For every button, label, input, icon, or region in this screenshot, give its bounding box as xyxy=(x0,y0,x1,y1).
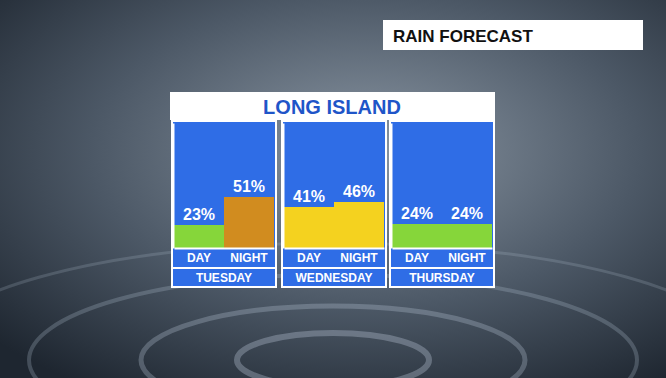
bar xyxy=(284,207,334,248)
data-label: 24% xyxy=(451,205,483,222)
tick-label: DAY xyxy=(297,251,321,265)
subtitle-band xyxy=(170,92,495,120)
title-box xyxy=(383,20,643,50)
y-axis-line xyxy=(173,124,175,249)
tick-label: DAY xyxy=(405,251,429,265)
bars xyxy=(284,202,384,248)
x-axis: DAY NIGHT xyxy=(285,248,385,265)
tick: DAY xyxy=(405,248,429,265)
tick-label: NIGHT xyxy=(448,251,486,265)
x-axis-line xyxy=(175,248,275,250)
panel-label: WEDNESDAY xyxy=(296,271,373,285)
y-axis-line xyxy=(283,124,285,249)
radar-ring xyxy=(29,275,637,378)
data-label: 24% xyxy=(401,205,433,222)
radar-ring xyxy=(237,333,429,378)
x-axis-line xyxy=(285,248,385,250)
bar xyxy=(224,197,274,248)
y-axis xyxy=(391,124,392,249)
panel-frame xyxy=(390,121,494,287)
panel: 24% 24% DAY NIGHT THURSDAY xyxy=(390,121,494,287)
x-axis-line xyxy=(393,248,493,250)
data-label: 41% xyxy=(293,188,325,205)
panel: 23% 51% DAY NIGHT TUESDAY xyxy=(172,121,276,287)
bar xyxy=(392,224,442,248)
y-axis xyxy=(173,124,174,249)
row-separator xyxy=(172,267,276,269)
data-label: 51% xyxy=(233,178,265,195)
tick: NIGHT xyxy=(340,248,378,265)
tick-label: DAY xyxy=(187,251,211,265)
data-label: 23% xyxy=(183,206,215,223)
panel-frame xyxy=(172,121,276,287)
tick: DAY xyxy=(187,248,211,265)
x-axis: DAY NIGHT xyxy=(175,248,275,265)
subtitle: LONG ISLAND xyxy=(263,96,401,118)
panel-label: THURSDAY xyxy=(409,271,475,285)
panel: 41% 46% DAY NIGHT WEDNESDAY xyxy=(282,121,386,287)
row-separator xyxy=(282,267,386,269)
tick: DAY xyxy=(297,248,321,265)
bar xyxy=(334,202,384,248)
y-axis xyxy=(283,124,284,249)
background xyxy=(0,0,666,378)
tick: NIGHT xyxy=(230,248,268,265)
tick: NIGHT xyxy=(448,248,486,265)
data-label: 46% xyxy=(343,183,375,200)
bar xyxy=(174,225,224,248)
radar-ring xyxy=(141,306,525,378)
bars xyxy=(392,224,492,248)
bar xyxy=(442,224,492,248)
panel-frame xyxy=(282,121,386,287)
x-axis: DAY NIGHT xyxy=(393,248,493,265)
tick-label: NIGHT xyxy=(340,251,378,265)
panel-label: TUESDAY xyxy=(196,271,252,285)
row-separator xyxy=(390,267,494,269)
y-axis-line xyxy=(391,124,393,249)
tick-label: NIGHT xyxy=(230,251,268,265)
bars xyxy=(174,197,274,248)
title: RAIN FORECAST xyxy=(393,27,533,46)
